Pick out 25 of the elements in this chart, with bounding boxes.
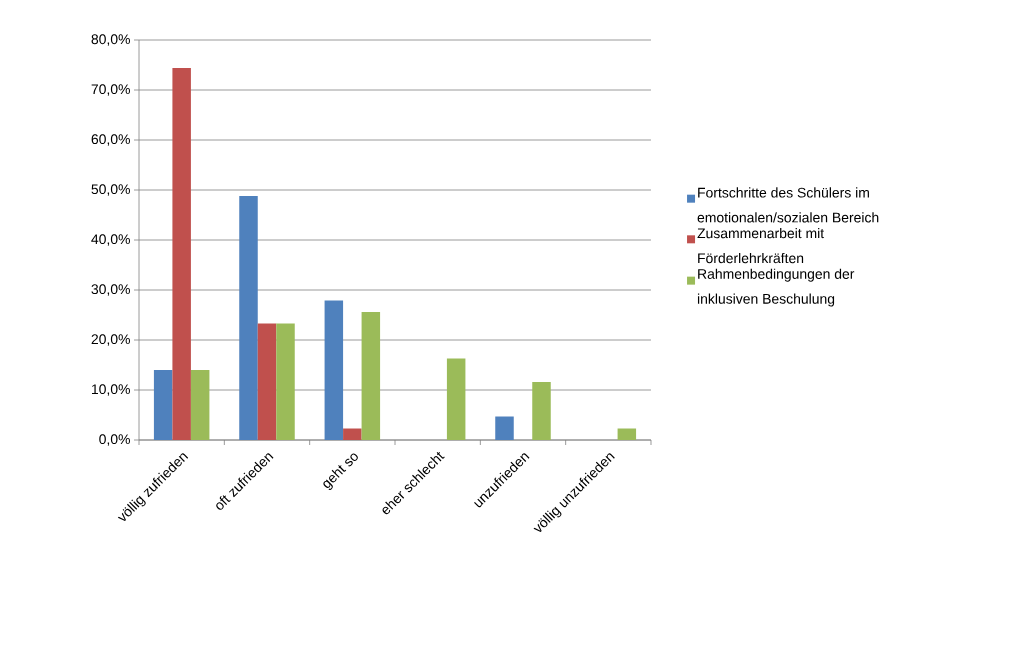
y-tick-label: 50,0% <box>91 184 130 196</box>
legend-label: Rahmenbedingungen der inklusiven Beschulung <box>697 268 855 307</box>
y-tick-label: 40,0% <box>91 234 130 246</box>
bar <box>361 312 381 440</box>
bar <box>172 68 191 440</box>
bar <box>276 323 295 440</box>
legend-label: Fortschritte des Schülers im emotionalen/sozialen Bereich <box>697 187 879 223</box>
y-tick-label: 30,0% <box>91 284 130 296</box>
y-tick-label: 10,0% <box>91 384 130 396</box>
y-tick-label: 0,0% <box>99 434 130 446</box>
y-tick-label: 80,0% <box>91 34 130 46</box>
legend-label: Zusammenarbeit mit Förderlehrkräften <box>697 227 825 264</box>
bar <box>532 382 551 440</box>
bar <box>617 428 637 440</box>
bar <box>190 370 210 440</box>
bar <box>343 428 362 440</box>
bar <box>153 370 173 440</box>
y-tick-label: 20,0% <box>91 334 130 346</box>
bar <box>257 323 277 440</box>
bar <box>239 196 258 440</box>
bar <box>324 300 344 440</box>
bar <box>495 416 514 440</box>
y-tick-label: 60,0% <box>91 134 130 146</box>
bar <box>446 358 466 440</box>
y-tick-label: 70,0% <box>91 84 130 96</box>
